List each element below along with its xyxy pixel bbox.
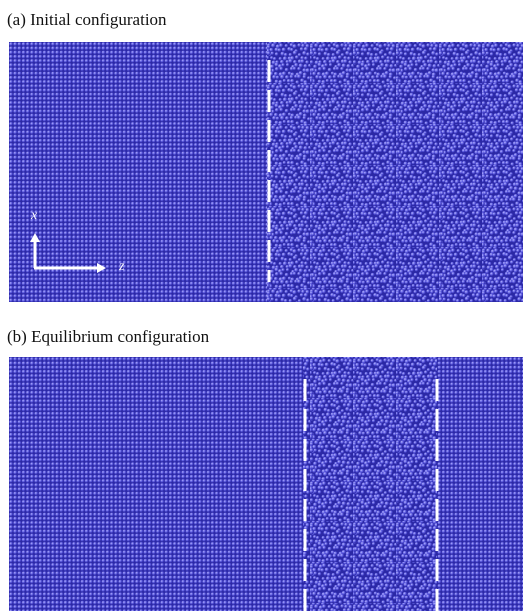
equilibrium-configuration-figure — [9, 357, 523, 611]
panel-b-caption: (b) Equilibrium configuration — [7, 327, 210, 346]
x-axis-label: x — [30, 208, 38, 223]
x-arrowhead-icon — [30, 233, 40, 242]
crystalline-region-left — [9, 357, 303, 611]
coordinate-axes: x z — [30, 208, 125, 274]
crystalline-region — [9, 42, 267, 302]
z-arrowhead-icon — [97, 263, 106, 273]
panel-a-caption: (a) Initial configuration — [7, 10, 167, 29]
initial-configuration-panel: x z — [9, 42, 523, 302]
z-axis-label: z — [118, 259, 125, 274]
disordered-region-middle — [303, 357, 437, 611]
equilibrium-configuration-panel — [9, 357, 523, 611]
disordered-region — [267, 42, 523, 302]
crystalline-region-right — [437, 357, 523, 611]
initial-configuration-figure: x z — [9, 42, 523, 302]
